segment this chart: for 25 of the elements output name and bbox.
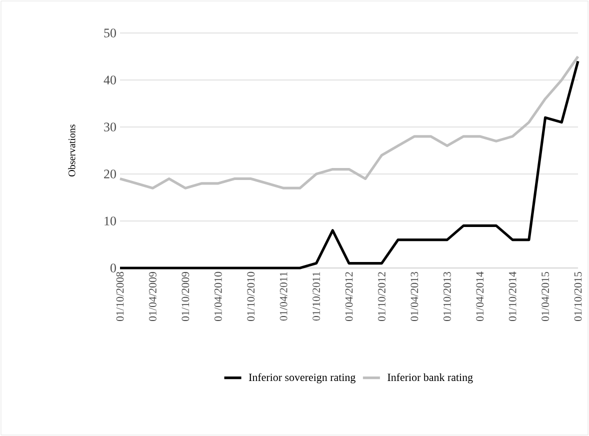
y-tick-label: 50	[104, 28, 116, 38]
x-tick-label: 01/04/2014	[476, 272, 484, 322]
legend-label: Inferior bank rating	[388, 373, 473, 384]
line-series	[118, 55, 580, 190]
x-tick-label: 01/10/2008	[116, 272, 124, 322]
x-tick-label: 01/10/2009	[182, 272, 190, 322]
y-tick-label: 0	[110, 264, 116, 272]
x-tick-label: 01/10/2012	[378, 272, 386, 322]
y-tick-label: 40	[104, 76, 116, 84]
legend-label: Inferior sovereign rating	[248, 373, 356, 384]
x-tick-label: 01/10/2015	[574, 272, 582, 322]
x-tick-label: 01/10/2013	[443, 272, 451, 322]
y-tick-label: 10	[104, 216, 116, 226]
x-tick-label: 01/04/2009	[149, 272, 156, 322]
x-tick-label: 01/04/2015	[542, 272, 549, 322]
y-axis-title: Observations	[68, 124, 76, 176]
x-tick-label: 01/04/2013	[410, 272, 418, 322]
x-tick-label: 01/04/2010	[214, 272, 222, 322]
x-tick-label: 01/04/2012	[345, 272, 353, 322]
y-tick-label: 20	[104, 170, 116, 178]
x-tick-label: 01/10/2010	[247, 272, 255, 322]
y-tick-label: 30	[104, 122, 116, 132]
x-tick-label: 01/04/2011	[280, 272, 288, 321]
x-tick-label: 01/10/2014	[508, 272, 516, 322]
x-tick-label: 01/10/2011	[312, 272, 320, 321]
